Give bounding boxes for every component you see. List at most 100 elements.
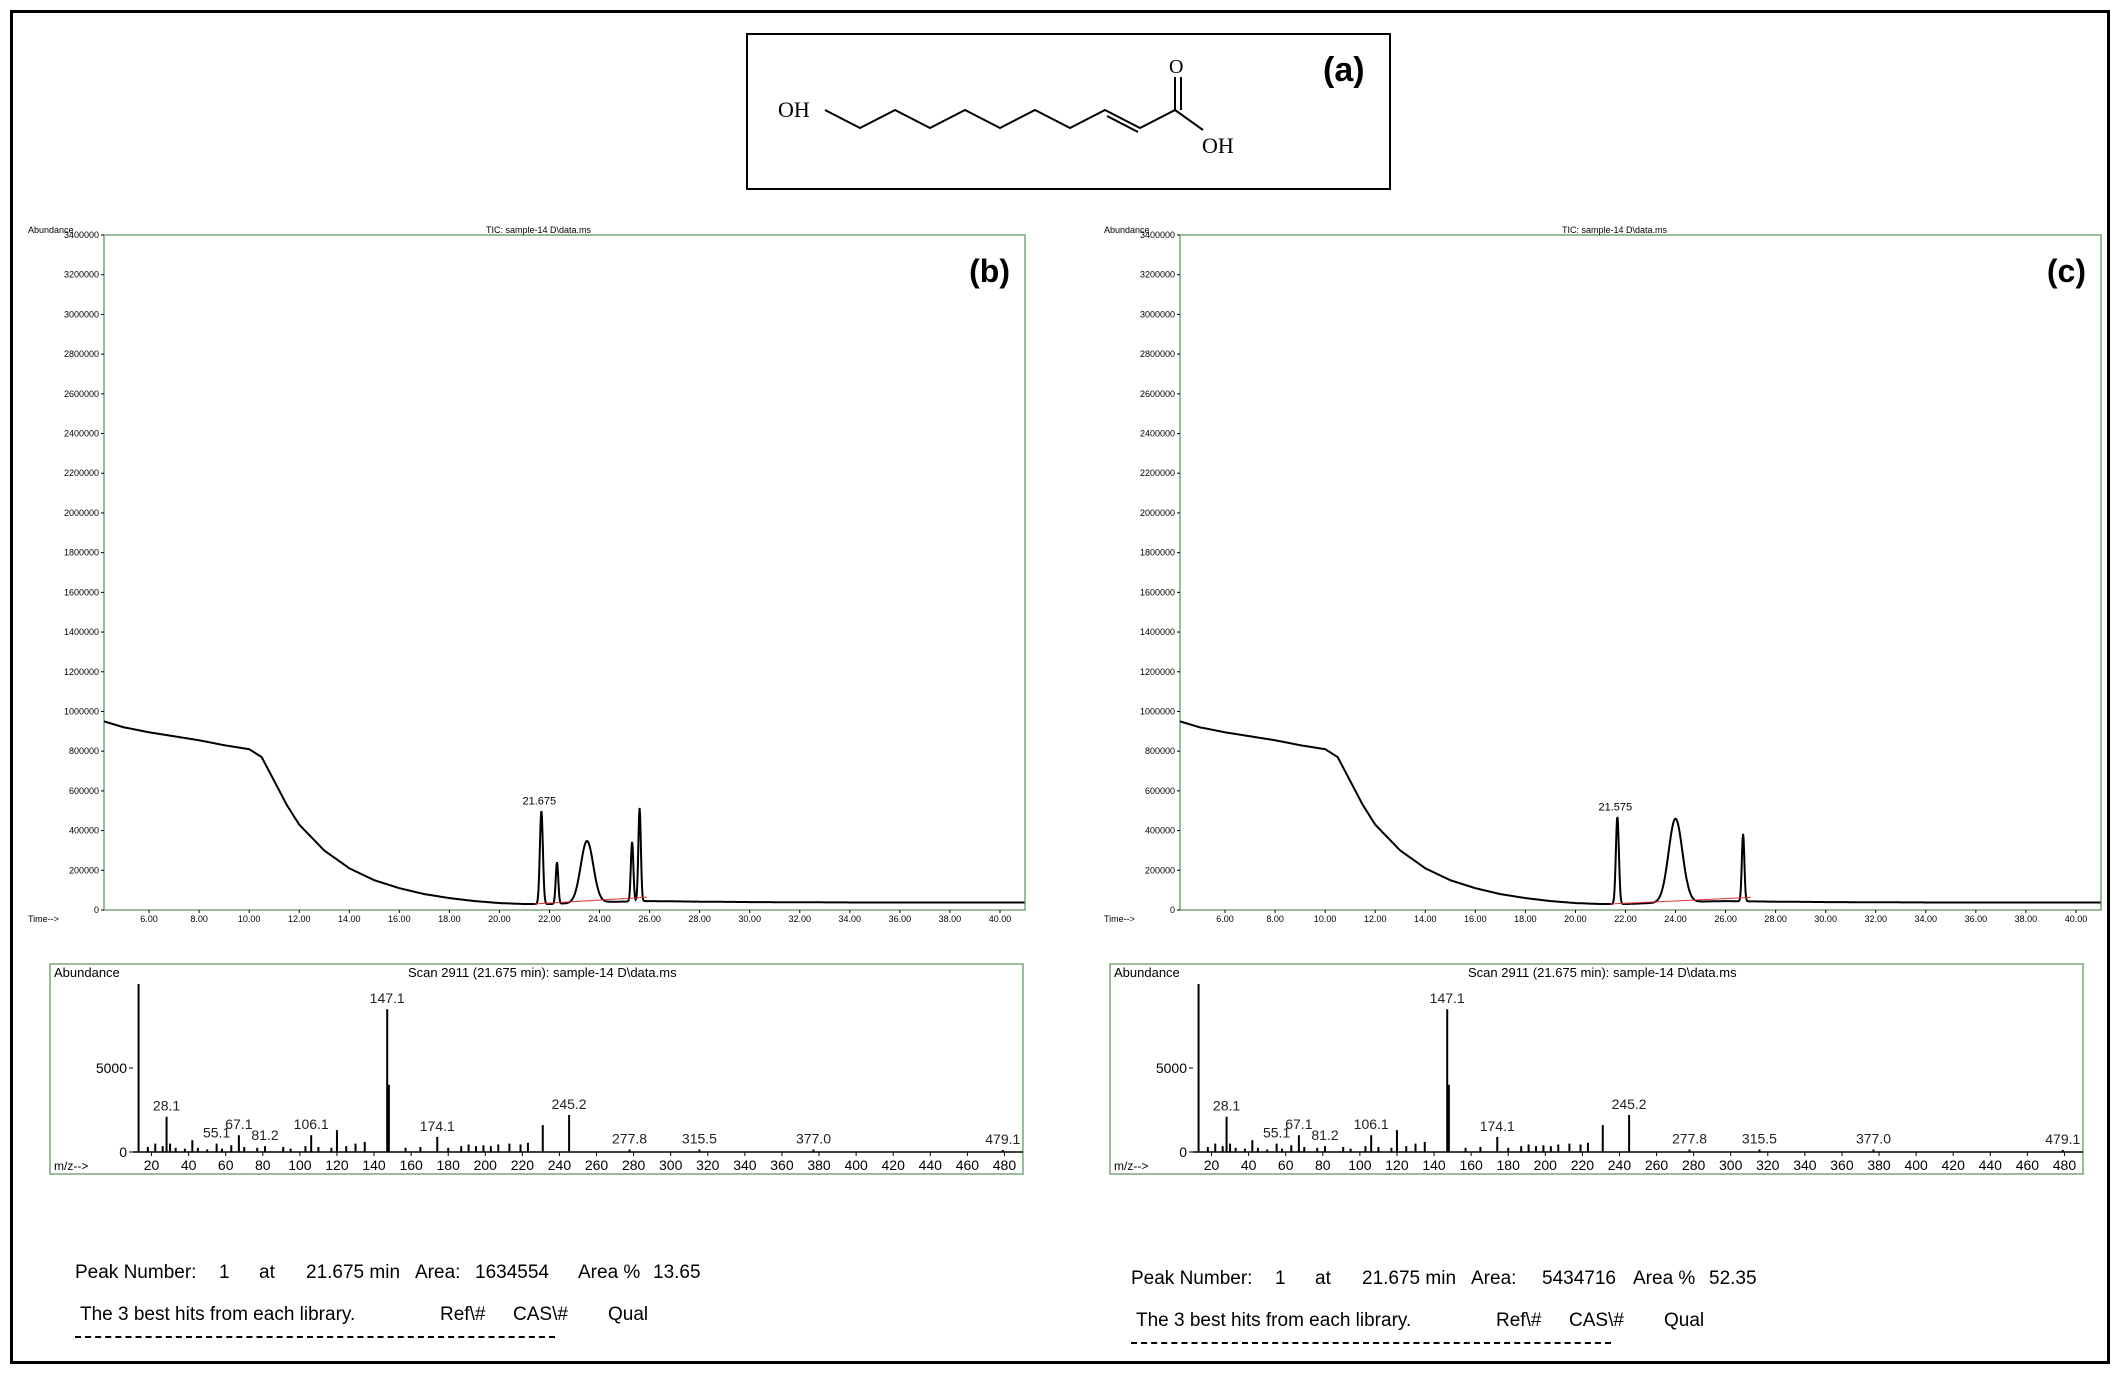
peak-mz-label: 55.1 [203, 1125, 230, 1141]
panel-label: (b) [969, 253, 1010, 289]
x-tick-label: 320 [1756, 1157, 1780, 1173]
peak-number: 1 [1275, 1268, 1286, 1289]
peak-mz-label: 277.8 [612, 1130, 647, 1146]
x-tick-label: 28.00 [688, 914, 711, 924]
x-tick-label: 340 [733, 1157, 757, 1173]
x-tick-label: 12.00 [1364, 914, 1387, 924]
peak-mz-label: 67.1 [225, 1116, 252, 1132]
x-tick-label: 360 [770, 1157, 794, 1173]
x-tick-label: 8.00 [190, 914, 208, 924]
peak-number-label: Peak Number: [1131, 1268, 1253, 1289]
y-tick-label: 1400000 [1140, 627, 1175, 637]
peak-mz-label: 106.1 [1354, 1116, 1389, 1132]
x-tick-label: 24.00 [588, 914, 611, 924]
x-axis-label: m/z--> [54, 1159, 88, 1173]
x-tick-label: 400 [844, 1157, 868, 1173]
y-axis-label: Abundance [54, 965, 120, 980]
y-tick-label: 1200000 [64, 667, 99, 677]
chemical-structure: OH OH O (a) [778, 51, 1365, 158]
x-tick-label: 400 [1904, 1157, 1928, 1173]
y-tick-label: 5000 [96, 1060, 127, 1076]
x-tick-label: 40.00 [2065, 914, 2088, 924]
y-tick-label: 0 [1170, 905, 1175, 915]
area-pct-value: 13.65 [653, 1262, 701, 1283]
x-tick-label: 6.00 [140, 914, 158, 924]
x-tick-label: 120 [1385, 1157, 1409, 1173]
double-bond-cc [1106, 115, 1139, 133]
x-tick-label: 220 [1571, 1157, 1595, 1173]
y-tick-label: 400000 [69, 826, 99, 836]
x-tick-label: 22.00 [538, 914, 561, 924]
x-tick-label: 26.00 [1714, 914, 1737, 924]
x-tick-label: 300 [1719, 1157, 1743, 1173]
x-tick-label: 380 [807, 1157, 831, 1173]
y-tick-label: 200000 [69, 865, 99, 875]
x-tick-label: 200 [1534, 1157, 1558, 1173]
y-tick-label: 1000000 [64, 706, 99, 716]
cas-col: CAS\# [1569, 1310, 1624, 1331]
retention-time: 21.675 min [306, 1262, 401, 1283]
peak-mz-label: 174.1 [1480, 1118, 1515, 1134]
peak-mz-label: 81.2 [251, 1127, 278, 1143]
x-tick-label: 36.00 [1965, 914, 1988, 924]
tic-chart-c: Abundance TIC: sample-14 D\data.ms 0 200000… [1104, 225, 2102, 924]
peak-mz-label: 245.2 [1612, 1096, 1647, 1112]
area-label: Area: [415, 1262, 461, 1283]
y-tick-label: 3400000 [1140, 230, 1175, 240]
integration-baseline [533, 896, 648, 905]
x-tick-label: 380 [1867, 1157, 1891, 1173]
x-tick-label: 10.00 [1314, 914, 1337, 924]
x-tick-label: 6.00 [1216, 914, 1234, 924]
x-tick-label: 30.00 [738, 914, 761, 924]
x-tick-label: 180 [437, 1157, 461, 1173]
x-tick-label: 260 [1645, 1157, 1669, 1173]
y-tick-label: 0 [1179, 1144, 1187, 1160]
x-tick-label: 160 [1459, 1157, 1483, 1173]
x-tick-label: 16.00 [388, 914, 411, 924]
peak-number: 1 [219, 1262, 230, 1283]
x-tick-label: 480 [2053, 1157, 2077, 1173]
peak-mz-label: 147.1 [370, 990, 405, 1006]
peak-mz-label: 245.2 [552, 1096, 587, 1112]
chart-title: Scan 2911 (21.675 min): sample-14 D\data… [408, 965, 677, 980]
x-tick-label: 440 [1979, 1157, 2003, 1173]
peak-mz-label: 174.1 [420, 1118, 455, 1134]
peak-label: 21.575 [1599, 802, 1633, 814]
y-axis-label: Abundance [1114, 965, 1180, 980]
at-label: at [259, 1262, 275, 1283]
x-tick-label: 300 [659, 1157, 683, 1173]
x-tick-label: 120 [325, 1157, 349, 1173]
divider-line [1131, 1342, 1611, 1344]
x-tick-label: 40 [1241, 1157, 1257, 1173]
y-tick-label: 1800000 [64, 548, 99, 558]
x-tick-label: 40.00 [989, 914, 1012, 924]
x-tick-label: 340 [1793, 1157, 1817, 1173]
x-tick-label: 16.00 [1464, 914, 1487, 924]
area-pct-label: Area % [1633, 1268, 1696, 1289]
peak-mz-label: 28.1 [153, 1098, 180, 1114]
peak-mz-label: 377.0 [1856, 1130, 1891, 1146]
y-tick-label: 2000000 [1140, 508, 1175, 518]
y-tick-label: 2400000 [1140, 429, 1175, 439]
x-tick-label: 140 [1422, 1157, 1446, 1173]
y-tick-label: 3200000 [1140, 270, 1175, 280]
carbon-chain [824, 77, 1176, 130]
o-top: O [1169, 56, 1183, 78]
x-axis-label: Time--> [28, 914, 59, 924]
chart-title: Scan 2911 (21.675 min): sample-14 D\data… [1468, 965, 1737, 980]
peak-mz-label: 28.1 [1213, 1098, 1240, 1114]
x-tick-label: 14.00 [1414, 914, 1437, 924]
area-pct-value: 52.35 [1709, 1268, 1757, 1289]
y-tick-label: 2800000 [1140, 349, 1175, 359]
y-tick-label: 600000 [1145, 786, 1175, 796]
peak-mz-label: 55.1 [1263, 1125, 1290, 1141]
x-tick-label: 240 [1608, 1157, 1632, 1173]
acid-oh-bond [1174, 109, 1204, 131]
x-tick-label: 60 [218, 1157, 234, 1173]
y-tick-label: 400000 [1145, 826, 1175, 836]
x-tick-label: 14.00 [338, 914, 361, 924]
peak-mz-label: 479.1 [2045, 1131, 2080, 1147]
x-tick-label: 32.00 [788, 914, 811, 924]
x-tick-label: 20 [1204, 1157, 1220, 1173]
peak-mz-label: 67.1 [1285, 1116, 1312, 1132]
